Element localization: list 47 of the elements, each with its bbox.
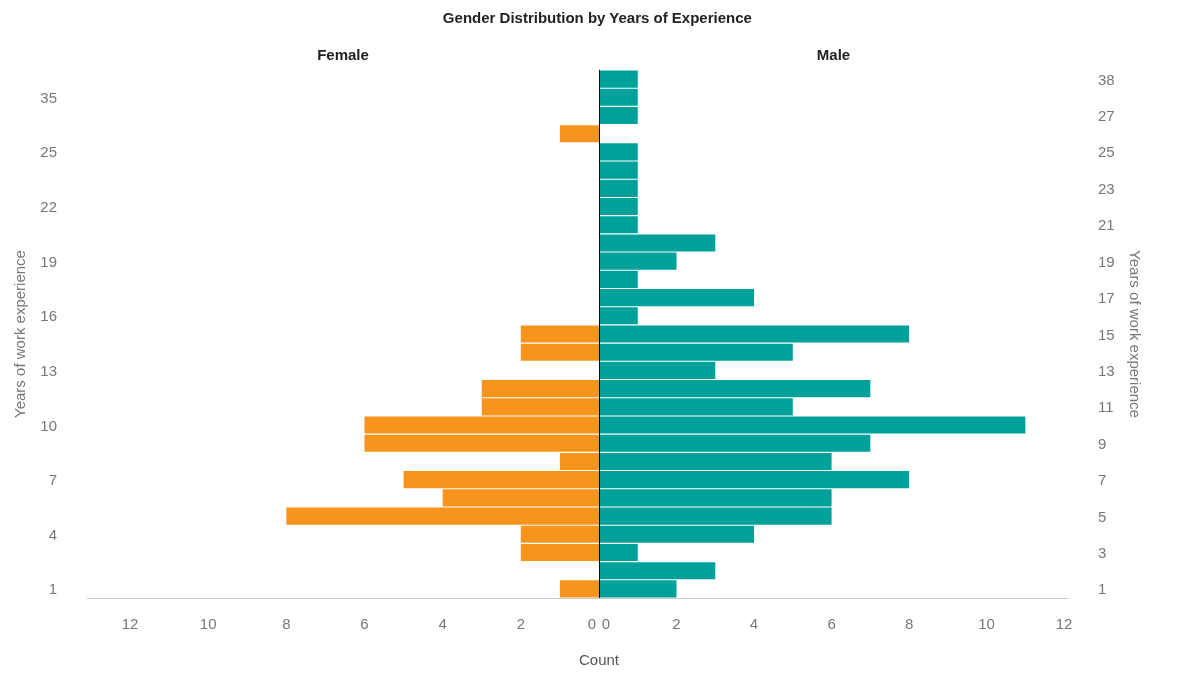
y-tick-label: 3 xyxy=(1098,543,1107,561)
x-tick-label: 10 xyxy=(199,615,217,632)
x-tick-label: 4 xyxy=(438,615,447,632)
x-tick-label: 12 xyxy=(121,615,139,632)
bar xyxy=(559,125,599,143)
y-axis-title: Years of work experience xyxy=(11,250,28,418)
y-tick-label: 7 xyxy=(48,471,57,489)
bar xyxy=(599,143,638,161)
x-tick-label: 0 xyxy=(601,615,611,632)
y-tick-label: 17 xyxy=(1098,289,1115,307)
chart-title: Gender Distribution by Years of Experience xyxy=(442,9,752,26)
y-tick-label: 22 xyxy=(40,198,57,216)
y-tick-label: 16 xyxy=(40,307,57,325)
x-tick-label: 6 xyxy=(827,615,836,632)
x-tick-label: 2 xyxy=(516,615,525,632)
y-tick-label: 27 xyxy=(1098,107,1115,125)
y-tick-label: 5 xyxy=(1098,507,1107,525)
y-tick-label: 13 xyxy=(40,361,57,379)
y-axis-title: Years of work experience xyxy=(1127,250,1144,418)
y-tick-label: 25 xyxy=(1098,143,1115,161)
y-tick-label: 11 xyxy=(1098,398,1114,416)
y-tick-label: 1 xyxy=(48,580,57,598)
x-tick-label: 8 xyxy=(904,615,914,632)
y-tick-label: 25 xyxy=(40,143,57,161)
y-tick-label: 15 xyxy=(1098,325,1115,343)
y-tick-label: 13 xyxy=(1098,361,1115,379)
y-tick-label: 21 xyxy=(1098,216,1115,234)
y-tick-label: 1 xyxy=(1098,580,1107,598)
y-tick-label: 9 xyxy=(1098,434,1107,452)
y-tick-label: 35 xyxy=(40,88,57,106)
y-tick-label: 10 xyxy=(40,416,57,434)
text: Female xyxy=(317,46,369,63)
x-axis-title: Count xyxy=(578,651,620,668)
y-tick-label: 38 xyxy=(1098,70,1115,88)
x-tick-label: 2 xyxy=(672,615,681,632)
x-tick-label: 6 xyxy=(360,615,369,632)
y-tick-label: 19 xyxy=(1098,252,1115,270)
x-tick-label: 8 xyxy=(282,615,291,632)
y-tick-label: 7 xyxy=(1098,471,1107,489)
text: Male xyxy=(816,46,851,63)
x-tick-label: 12 xyxy=(1055,615,1073,632)
x-tick-label: 4 xyxy=(749,615,759,632)
x-tick-label: 0 xyxy=(587,615,597,632)
y-tick-label: 4 xyxy=(48,525,57,543)
x-tick-label: 10 xyxy=(978,615,995,632)
y-tick-label: 23 xyxy=(1098,179,1115,197)
y-tick-label: 19 xyxy=(40,252,57,270)
